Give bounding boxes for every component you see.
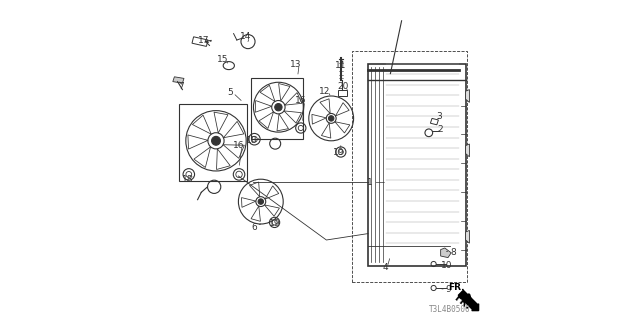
Text: 17: 17	[198, 36, 210, 44]
Circle shape	[258, 199, 264, 204]
Text: 5: 5	[227, 88, 232, 97]
Text: 18: 18	[182, 175, 194, 184]
Text: FR.: FR.	[448, 284, 464, 292]
Text: 18: 18	[246, 136, 258, 145]
Text: 6: 6	[252, 223, 257, 232]
Circle shape	[275, 104, 282, 111]
Text: 7: 7	[178, 82, 184, 91]
Polygon shape	[440, 248, 451, 258]
Text: 14: 14	[240, 32, 251, 41]
Text: 15: 15	[217, 55, 228, 64]
Polygon shape	[173, 77, 184, 83]
Text: 11: 11	[335, 61, 346, 70]
Circle shape	[212, 136, 220, 145]
Text: 19: 19	[333, 148, 344, 156]
Text: 19: 19	[269, 220, 280, 228]
FancyArrow shape	[458, 290, 479, 311]
Text: 2: 2	[437, 125, 442, 134]
Text: T3L4B0500: T3L4B0500	[429, 305, 470, 314]
Text: FR.: FR.	[452, 293, 472, 312]
Text: 8: 8	[451, 248, 456, 257]
Polygon shape	[466, 230, 470, 243]
Circle shape	[328, 116, 334, 121]
Text: 20: 20	[337, 82, 349, 91]
Text: 9: 9	[445, 285, 451, 294]
Polygon shape	[466, 90, 470, 102]
Text: 13: 13	[291, 60, 301, 68]
Text: 12: 12	[319, 87, 330, 96]
Text: 1: 1	[367, 178, 373, 187]
Text: 3: 3	[436, 112, 442, 121]
Text: 16: 16	[233, 141, 244, 150]
Text: 10: 10	[441, 261, 452, 270]
Text: 4: 4	[382, 263, 388, 272]
Polygon shape	[466, 144, 470, 157]
Text: 16: 16	[295, 96, 307, 105]
